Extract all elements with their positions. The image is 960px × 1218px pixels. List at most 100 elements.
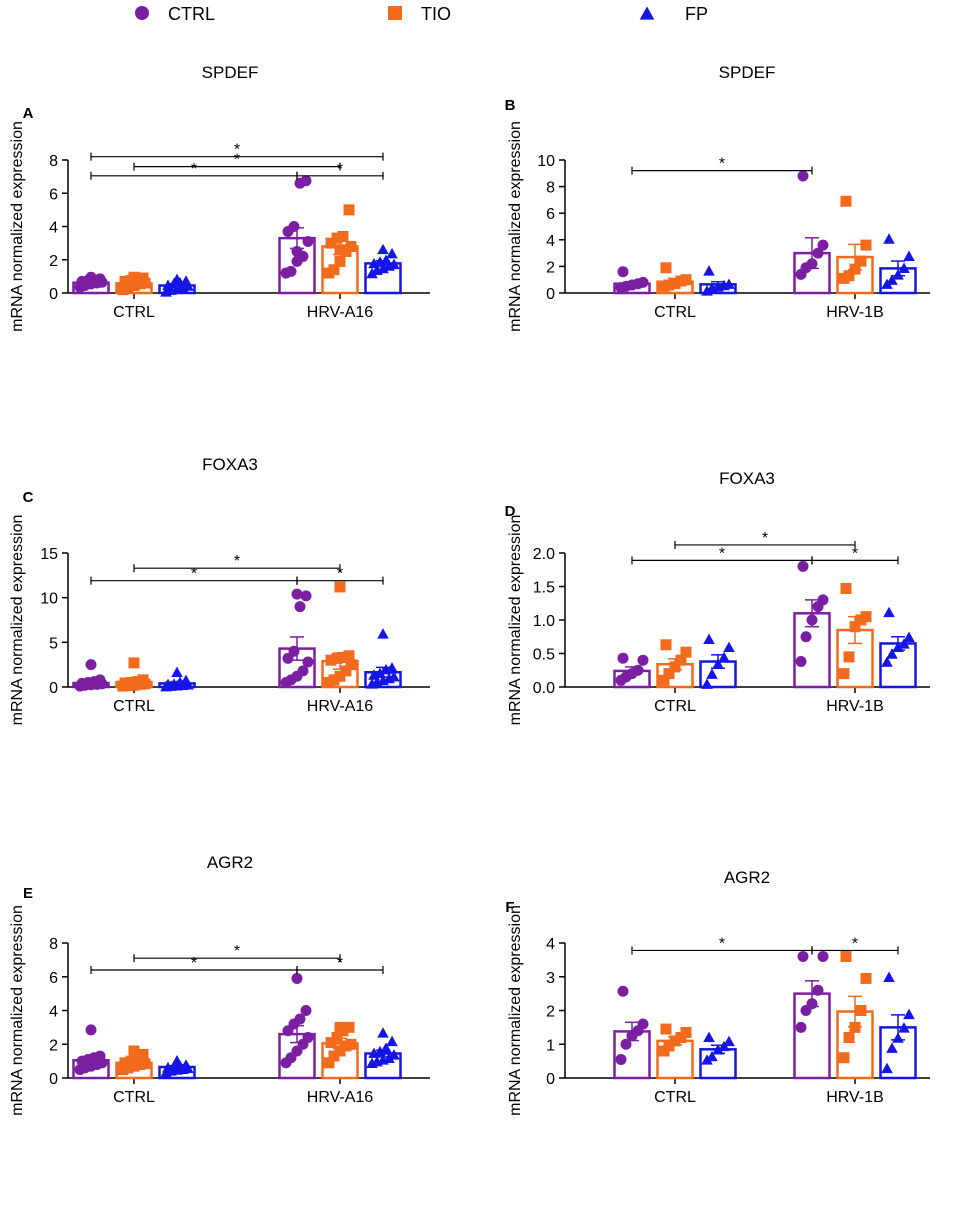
significance-label: * <box>719 545 725 562</box>
point-tio <box>675 654 687 666</box>
point-ctrl <box>617 266 629 278</box>
point-fp <box>903 1008 915 1020</box>
point-ctrl <box>812 984 824 996</box>
point-ctrl <box>620 1038 632 1050</box>
x-tick-label: HRV-1B <box>826 698 884 715</box>
panel-letter: B <box>505 97 516 114</box>
y-tick-label: 4 <box>546 233 555 250</box>
point-ctrl <box>817 239 829 251</box>
point-ctrl <box>615 1053 627 1065</box>
y-axis-label: mRNA normalized expression <box>9 515 26 726</box>
y-tick-label: 0.0 <box>533 680 555 697</box>
legend-label: FP <box>685 4 708 24</box>
point-ctrl <box>94 1050 106 1062</box>
x-tick-label: CTRL <box>654 1089 696 1106</box>
y-axis-label: mRNA normalized expression <box>507 515 524 726</box>
y-tick-label: 2 <box>546 1004 555 1021</box>
point-fp <box>388 671 400 682</box>
y-tick-label: 8 <box>546 180 555 197</box>
point-fp <box>701 678 713 689</box>
point-fp <box>171 1055 183 1066</box>
point-tio <box>680 646 692 658</box>
point-tio <box>843 1032 855 1043</box>
point-fp <box>706 668 718 679</box>
point-tio <box>658 674 670 686</box>
point-fp <box>886 648 898 659</box>
point-tio <box>137 674 149 686</box>
point-fp <box>377 1027 389 1038</box>
y-tick-label: 0 <box>546 1071 555 1088</box>
point-tio <box>337 230 349 242</box>
legend-marker-fp <box>639 6 655 20</box>
y-axis-label: mRNA normalized expression <box>507 121 524 332</box>
point-ctrl <box>637 1018 649 1030</box>
point-tio <box>840 583 852 595</box>
significance-bracket: * <box>133 553 341 573</box>
y-axis-label: mRNA normalized expression <box>9 121 26 332</box>
point-fp <box>703 1031 715 1043</box>
significance-label: * <box>762 530 768 547</box>
significance-bracket: * <box>631 545 813 565</box>
point-ctrl <box>300 590 312 602</box>
y-tick-label: 1 <box>546 1037 555 1054</box>
legend: CTRL TIO FP <box>135 4 708 24</box>
significance-label: * <box>234 943 240 960</box>
point-tio <box>660 262 672 274</box>
point-tio <box>122 281 134 293</box>
y-tick-label: 4 <box>546 936 555 953</box>
point-tio <box>328 1050 340 1062</box>
y-tick-label: 1.0 <box>533 613 555 630</box>
y-tick-label: 6 <box>49 970 58 987</box>
significance-label: * <box>337 566 343 583</box>
significance-label: * <box>191 566 197 583</box>
point-fp <box>703 265 715 276</box>
point-fp <box>903 250 915 261</box>
point-ctrl <box>294 1013 306 1025</box>
y-tick-label: 2 <box>546 259 555 276</box>
point-tio <box>137 1048 149 1060</box>
point-ctrl <box>294 601 306 613</box>
point-fp <box>383 1052 395 1063</box>
point-fp <box>898 262 910 273</box>
point-tio <box>328 674 340 686</box>
point-tio <box>334 1045 346 1057</box>
point-fp <box>883 971 895 982</box>
x-tick-label: HRV-A16 <box>307 698 374 715</box>
point-tio <box>325 1037 337 1049</box>
point-fp <box>723 278 735 289</box>
significance-label: * <box>852 935 858 952</box>
point-ctrl <box>812 247 824 259</box>
point-tio <box>323 1057 335 1069</box>
significance-label: * <box>719 156 725 173</box>
y-tick-label: 1.5 <box>533 580 555 597</box>
point-tio <box>343 1021 355 1033</box>
point-tio <box>843 651 855 663</box>
point-fp <box>898 1022 910 1033</box>
point-ctrl <box>795 656 807 668</box>
point-fp <box>898 638 910 649</box>
point-tio <box>840 195 852 207</box>
point-fp <box>377 243 389 255</box>
y-tick-label: 0 <box>49 680 58 697</box>
point-fp <box>701 285 713 296</box>
point-ctrl <box>302 1032 314 1043</box>
point-ctrl <box>300 175 312 187</box>
point-ctrl <box>285 265 297 277</box>
point-tio <box>343 650 355 662</box>
y-axis-label: mRNA normalized expression <box>507 905 524 1116</box>
point-fp <box>881 1062 893 1074</box>
point-fp <box>881 656 893 667</box>
point-tio <box>334 670 346 682</box>
point-fp <box>723 641 735 653</box>
point-tio <box>334 1021 346 1033</box>
point-tio <box>325 237 337 249</box>
point-fp <box>703 633 715 644</box>
x-tick-label: CTRL <box>113 304 155 321</box>
legend-marker-ctrl <box>135 6 149 20</box>
y-tick-label: 0 <box>546 286 555 303</box>
point-ctrl <box>85 659 97 671</box>
